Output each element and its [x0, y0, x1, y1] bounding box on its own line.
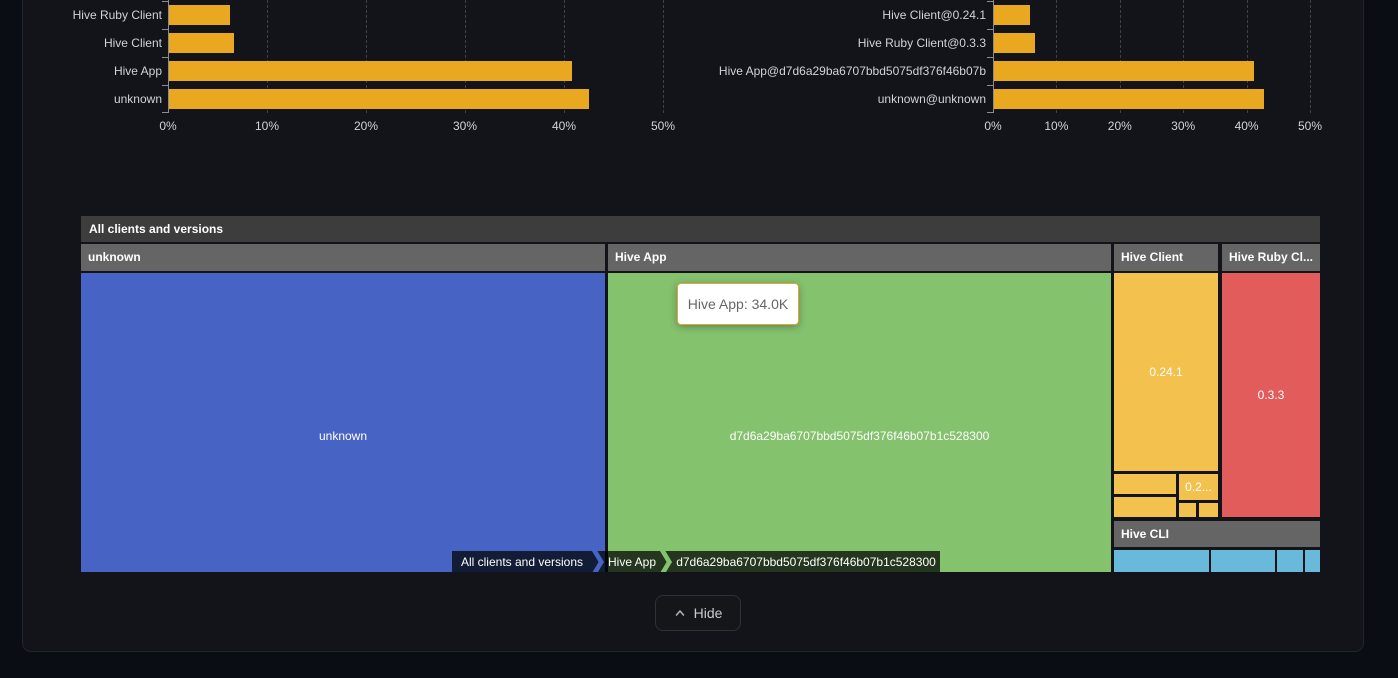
- axis-tick: [987, 85, 993, 86]
- treemap-cell[interactable]: 0.24.1: [1114, 273, 1218, 471]
- x-tick-label: 0%: [984, 119, 1002, 133]
- treemap-tooltip: Hive App: 34.0K: [677, 283, 799, 325]
- gridline: [465, 0, 466, 113]
- category-label: Hive App: [113, 64, 162, 78]
- treemap-group-header[interactable]: Hive CLI: [1114, 521, 1320, 547]
- gridline: [663, 0, 664, 113]
- category-label: unknown: [113, 92, 162, 106]
- breadcrumb-chevron-icon: [660, 551, 672, 572]
- treemap-cell-label: 0.2...: [1185, 480, 1212, 494]
- hide-button-label: Hide: [693, 605, 723, 621]
- treemap-cell[interactable]: unknown: [81, 273, 605, 572]
- treemap-group-header[interactable]: unknown: [81, 244, 605, 271]
- bar[interactable]: [169, 33, 235, 53]
- bar[interactable]: [994, 89, 1265, 109]
- gridline: [267, 0, 268, 113]
- x-tick-label: 20%: [1107, 119, 1132, 133]
- bar[interactable]: [994, 61, 1254, 81]
- treemap-cell[interactable]: 0.2...: [1179, 474, 1218, 500]
- treemap-cell-label: 0.3.3: [1257, 388, 1285, 402]
- x-tick-label: 50%: [1297, 119, 1323, 133]
- treemap-cell-label: 0.24.1: [1149, 365, 1183, 379]
- bar[interactable]: [169, 5, 231, 25]
- category-label: Hive Client@0.24.1: [882, 8, 986, 22]
- gridline: [1246, 0, 1248, 113]
- chevron-shape: [660, 551, 672, 572]
- x-tick-label: 40%: [551, 119, 577, 133]
- gridline: [564, 0, 565, 113]
- category-label: Hive Ruby Client@0.3.3: [857, 36, 986, 50]
- chevron-shape: [592, 551, 604, 572]
- axis-tick: [162, 1, 168, 2]
- treemap-cell[interactable]: 0.23.0: [1211, 550, 1275, 572]
- x-tick-label: 10%: [1044, 119, 1069, 133]
- chevron-up-icon: [675, 610, 684, 616]
- treemap-cell[interactable]: [1114, 497, 1176, 517]
- category-label: unknown@unknown: [877, 92, 986, 106]
- axis-tick: [987, 57, 993, 58]
- x-tick-label: 50%: [650, 119, 676, 133]
- bar[interactable]: [994, 33, 1036, 53]
- treemap-cell[interactable]: [1305, 550, 1320, 572]
- x-tick-label: 10%: [254, 119, 280, 133]
- treemap-group-header[interactable]: Hive Client: [1114, 244, 1218, 271]
- gridline: [366, 0, 367, 113]
- client-versions-bar-chart: Hive Client@0.24.1 Hive Ruby Client@0.3.3…: [0, 0, 1398, 140]
- treemap-group-header[interactable]: Hive App: [608, 244, 1111, 271]
- x-tick-label: 0%: [159, 119, 177, 133]
- x-tick-label: 30%: [1171, 119, 1196, 133]
- treemap-cell-label: unknown: [318, 428, 368, 443]
- x-tick-label: 30%: [452, 119, 478, 133]
- treemap-cell-label: d7d6a29ba6707bbd5075df376f46b07b1c528300: [729, 428, 990, 443]
- treemap-cell[interactable]: [1199, 503, 1218, 517]
- y-axis-line: [993, 0, 994, 113]
- tooltip-text: Hive App: 34.0K: [687, 296, 789, 312]
- treemap-cell[interactable]: 0.3.3: [1222, 273, 1320, 517]
- gridline: [1310, 0, 1311, 113]
- category-label: Hive App@d7d6a29ba6707bbd5075df376f46b07…: [718, 64, 986, 78]
- bar[interactable]: [994, 5, 1031, 25]
- treemap-cell[interactable]: 0.23.0: [1114, 550, 1209, 572]
- hide-section-button[interactable]: Hide: [655, 595, 741, 631]
- axis-tick: [987, 112, 993, 113]
- breadcrumb-chevron-icon: [592, 551, 604, 572]
- treemap-group-header[interactable]: Hive Ruby Cl...: [1222, 244, 1320, 271]
- axis-tick: [162, 29, 168, 30]
- treemap-cell[interactable]: 0.: [1277, 550, 1303, 572]
- treemap-cell[interactable]: [1179, 503, 1196, 517]
- x-tick-label: 40%: [1234, 119, 1259, 133]
- bar[interactable]: [169, 61, 572, 81]
- treemap-title: All clients and versions: [81, 216, 1320, 242]
- breadcrumb-item[interactable]: d7d6a29ba6707bbd5075df376f46b07b1c528300: [672, 551, 940, 572]
- gridline: [1119, 0, 1121, 113]
- axis-tick: [987, 1, 993, 2]
- axis-tick: [987, 29, 993, 30]
- gridline: [1056, 0, 1058, 113]
- axis-tick: [162, 112, 168, 113]
- x-tick-label: 20%: [353, 119, 379, 133]
- treemap-cell[interactable]: [1114, 474, 1176, 494]
- breadcrumb-item[interactable]: Hive App: [604, 551, 660, 572]
- gridline: [1183, 0, 1185, 113]
- axis-tick: [162, 85, 168, 86]
- category-label: Hive Ruby Client: [72, 8, 162, 22]
- axis-tick: [162, 57, 168, 58]
- bar[interactable]: [169, 89, 589, 109]
- clients-versions-treemap: All clients and versions unknown unknown H…: [81, 216, 1320, 572]
- category-label: Hive Client: [103, 36, 162, 50]
- y-axis-line: [168, 0, 169, 113]
- breadcrumb-item[interactable]: All clients and versions: [452, 551, 592, 572]
- clients-bar-chart: Hive Ruby Client Hive Client Hive App unkno…: [0, 0, 1398, 140]
- treemap-breadcrumb: All clients and versions Hive App d7d6a29b…: [452, 551, 940, 572]
